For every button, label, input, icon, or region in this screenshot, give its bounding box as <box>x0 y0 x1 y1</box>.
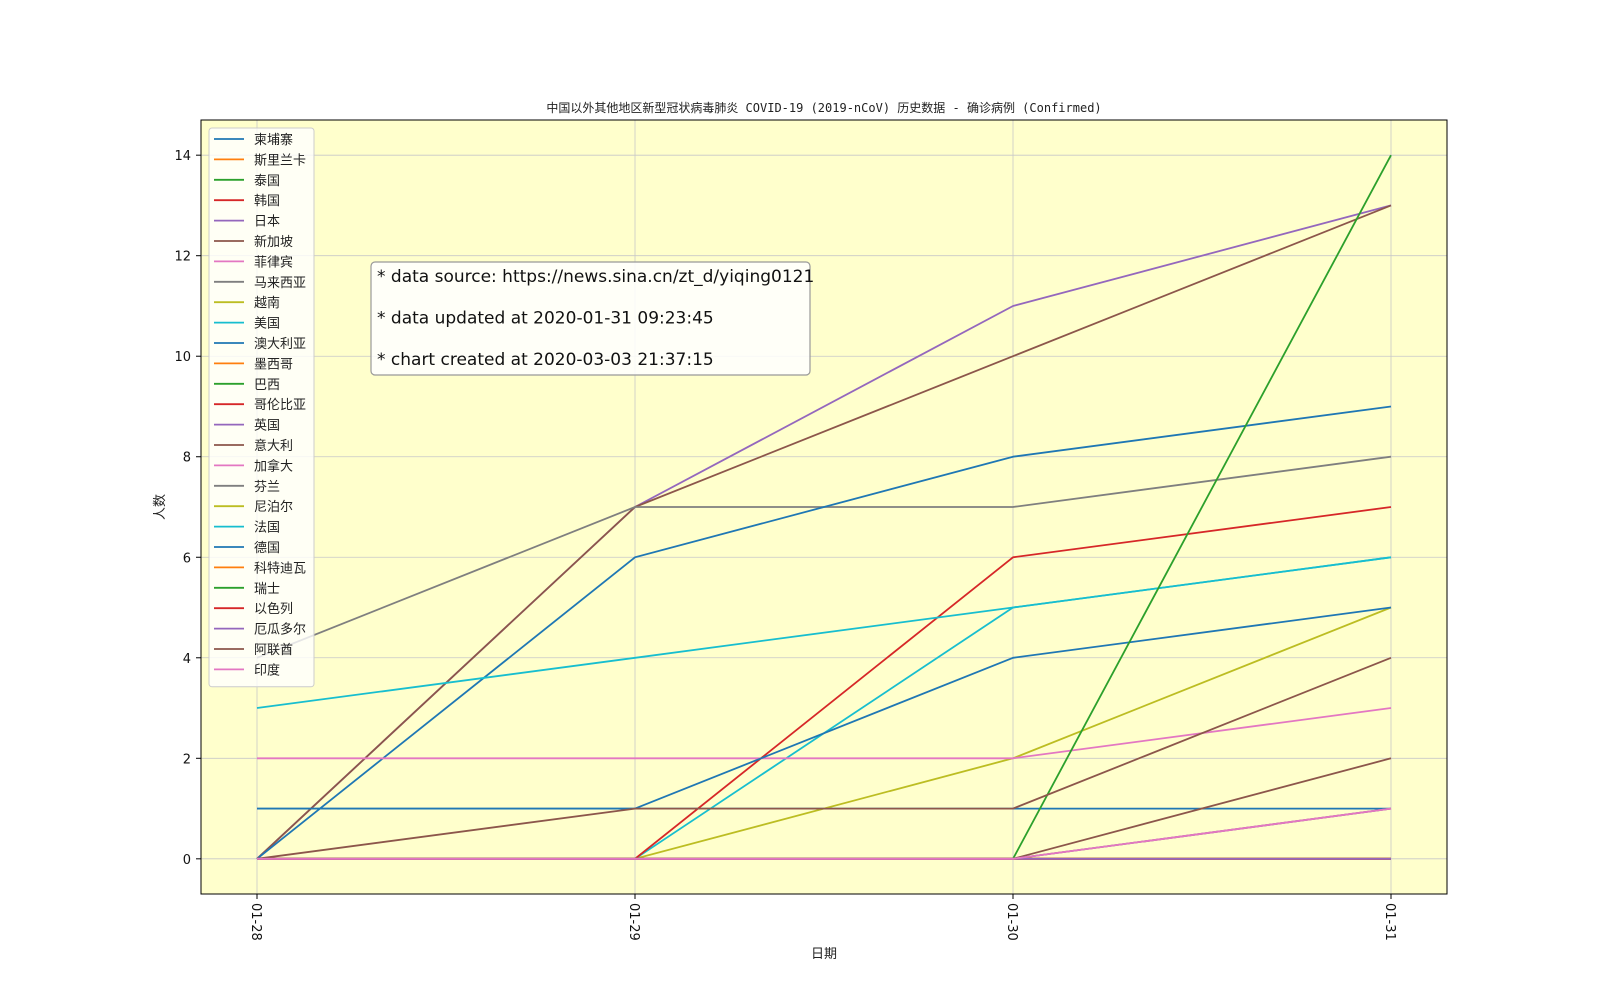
y-axis-label: 人数 <box>153 494 168 520</box>
legend-label: 以色列 <box>254 601 293 617</box>
legend: 柬埔寨斯里兰卡泰国韩国日本新加坡菲律宾马来西亚越南美国澳大利亚墨西哥巴西哥伦比亚… <box>208 127 315 688</box>
annotation-line: * data updated at 2020-01-31 09:23:45 <box>377 309 714 329</box>
legend-label: 菲律宾 <box>254 254 293 270</box>
legend-label: 越南 <box>254 295 280 311</box>
legend-label: 阿联酋 <box>254 642 293 658</box>
annotation-frame <box>370 261 811 376</box>
x-tick-label: 01-31 <box>1382 903 1397 941</box>
annotation-line: * data source: https://news.sina.cn/zt_d… <box>377 267 814 287</box>
plot-frame <box>200 119 1448 895</box>
legend-label: 厄瓜多尔 <box>254 622 306 638</box>
x-axis-label: 日期 <box>811 947 837 962</box>
y-tick-label: 12 <box>174 250 191 265</box>
series-line <box>256 556 1392 709</box>
legend-label: 日本 <box>254 215 280 230</box>
legend-label: 斯里兰卡 <box>254 153 306 168</box>
legend-label: 英国 <box>254 419 280 434</box>
legend-label: 新加坡 <box>254 234 293 250</box>
legend-label: 马来西亚 <box>254 276 306 291</box>
y-tick-label: 8 <box>183 451 191 466</box>
legend-label: 哥伦比亚 <box>254 398 306 413</box>
legend-label: 瑞士 <box>254 582 280 597</box>
y-tick-label: 0 <box>183 853 191 868</box>
legend-label: 德国 <box>254 541 280 556</box>
annotation-line: * chart created at 2020-03-03 21:37:15 <box>377 350 714 370</box>
legend-label: 科特迪瓦 <box>254 561 306 576</box>
legend-label: 芬兰 <box>254 480 280 495</box>
series-line <box>256 656 1392 860</box>
annotation-box: * data source: https://news.sina.cn/zt_d… <box>370 261 814 376</box>
legend-label: 美国 <box>254 317 280 332</box>
chart-title: 中国以外其他地区新型冠状病毒肺炎 COVID-19 (2019-nCoV) 历史… <box>546 100 1101 115</box>
x-tick-label: 01-28 <box>248 903 263 941</box>
y-tick-label: 14 <box>174 149 191 164</box>
legend-label: 柬埔寨 <box>254 132 293 148</box>
y-tick-label: 2 <box>183 752 191 767</box>
legend-label: 韩国 <box>254 194 280 209</box>
legend-label: 意大利 <box>254 438 293 454</box>
series-line <box>256 405 1392 860</box>
y-tick-label: 4 <box>183 652 191 667</box>
legend-label: 印度 <box>254 662 280 678</box>
y-tick-label: 6 <box>183 551 191 566</box>
y-tick-label: 10 <box>174 350 191 365</box>
legend-label: 巴西 <box>254 378 280 393</box>
x-tick-label: 01-29 <box>626 903 641 941</box>
axes: 0 2 4 6 8 10 12 14 01-28 01-29 01-30 01-31 <box>174 149 1397 941</box>
legend-label: 墨西哥 <box>254 357 293 372</box>
legend-label: 尼泊尔 <box>254 500 293 515</box>
series-line <box>257 807 1392 860</box>
series-lines <box>256 154 1392 860</box>
series-line <box>257 606 1392 810</box>
legend-label: 澳大利亚 <box>254 336 306 352</box>
legend-label: 法国 <box>254 521 280 536</box>
legend-label: 泰国 <box>254 174 280 189</box>
x-tick-label: 01-30 <box>1004 903 1019 941</box>
legend-label: 加拿大 <box>254 458 293 474</box>
